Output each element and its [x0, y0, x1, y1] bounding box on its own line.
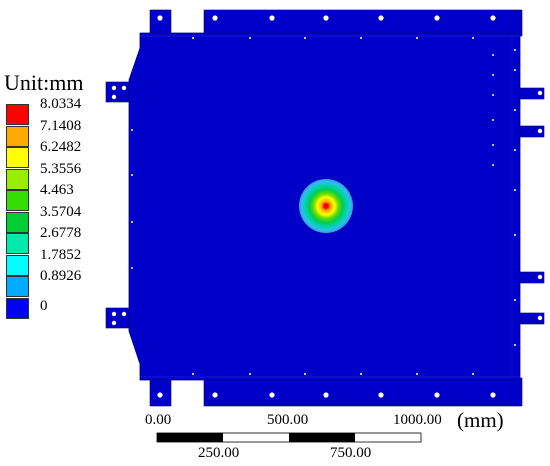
legend-swatch: [6, 297, 29, 319]
legend-label: 5.3556: [40, 160, 82, 177]
legend-swatch: [6, 276, 29, 297]
legend-swatch: [6, 168, 29, 190]
legend-label: 8.0334: [40, 96, 82, 112]
right-mounting-tabs: [517, 87, 545, 325]
legend-label: 0: [40, 297, 48, 314]
legend-swatch: [6, 125, 29, 147]
bottom-mounting-tabs: [149, 377, 523, 407]
legend-swatch: [6, 190, 29, 211]
scale-unit: (mm): [457, 408, 504, 432]
mounting-holes: [111, 15, 543, 398]
legend-label: 2.6778: [40, 225, 82, 241]
legend-swatch: [6, 233, 29, 254]
legend-title: Unit:mm: [4, 70, 84, 95]
legend-swatch: [6, 104, 29, 125]
legend-label: 7.1408: [40, 117, 82, 134]
small-holes: [131, 37, 516, 375]
top-mounting-tabs: [149, 9, 523, 37]
scale-label: 1000.00: [393, 412, 442, 428]
max-displacement-hotspot: [299, 179, 353, 233]
scale-label: 0.00: [145, 412, 172, 428]
legend-swatch: [6, 254, 29, 276]
legend-label: 4.463: [40, 182, 74, 198]
left-mounting-tabs: [105, 81, 133, 329]
legend-label: 3.5704: [40, 203, 82, 220]
scale-label: 500.00: [267, 412, 309, 428]
legend-swatch: [6, 211, 29, 233]
legend-label: 1.7852: [40, 246, 82, 263]
scale-label: 250.00: [198, 445, 240, 461]
scale-label: 750.00: [330, 445, 372, 461]
legend-label: 6.2482: [40, 139, 82, 155]
legend-swatch: [6, 147, 29, 168]
legend-label: 0.8926: [40, 268, 82, 284]
